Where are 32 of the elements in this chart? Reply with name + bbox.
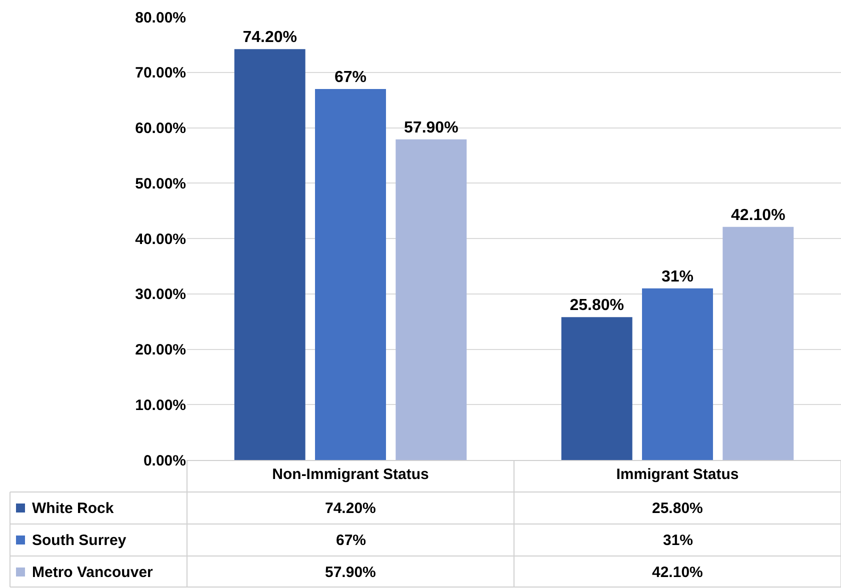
y-tick-label: 30.00% bbox=[135, 286, 186, 304]
x-tick-label: Non-Immigrant Status bbox=[272, 466, 429, 483]
data-label: 67% bbox=[336, 532, 366, 549]
data-label: 57.90% bbox=[325, 564, 376, 581]
text: 25.80% bbox=[570, 297, 624, 314]
y-tick-label: 80.00% bbox=[135, 9, 186, 26]
y-tick-label: 0.00% bbox=[143, 452, 186, 470]
x-tick-label: Immigrant Status bbox=[616, 466, 739, 483]
y-tick-label: 40.00% bbox=[135, 230, 186, 248]
bar bbox=[234, 49, 306, 460]
bar bbox=[642, 288, 713, 460]
data-label: 42.10% bbox=[652, 564, 703, 581]
text: 31% bbox=[661, 268, 694, 286]
text: 57.90% bbox=[404, 119, 458, 136]
y-tick-label: 20.00% bbox=[135, 342, 186, 358]
y-tick-label: 70.00% bbox=[135, 64, 186, 82]
y-tick-label: 60.00% bbox=[135, 120, 186, 137]
y-tick-label: 50.00% bbox=[135, 175, 186, 192]
legend-label: Metro Vancouver bbox=[32, 564, 154, 581]
bar bbox=[561, 317, 632, 460]
legend-label: White Rock bbox=[32, 500, 114, 517]
text: 42.10% bbox=[731, 206, 786, 224]
bar bbox=[315, 88, 386, 460]
data-label: 74.20% bbox=[325, 500, 376, 517]
bar bbox=[396, 139, 467, 460]
text: 74.20% bbox=[242, 29, 297, 46]
legend-label: South Surrey bbox=[32, 532, 127, 549]
data-label: 25.80% bbox=[652, 500, 703, 517]
bar bbox=[722, 226, 794, 460]
text: 67% bbox=[334, 68, 367, 86]
y-tick-label: 10.00% bbox=[135, 396, 186, 414]
data-label: 31% bbox=[663, 532, 694, 549]
